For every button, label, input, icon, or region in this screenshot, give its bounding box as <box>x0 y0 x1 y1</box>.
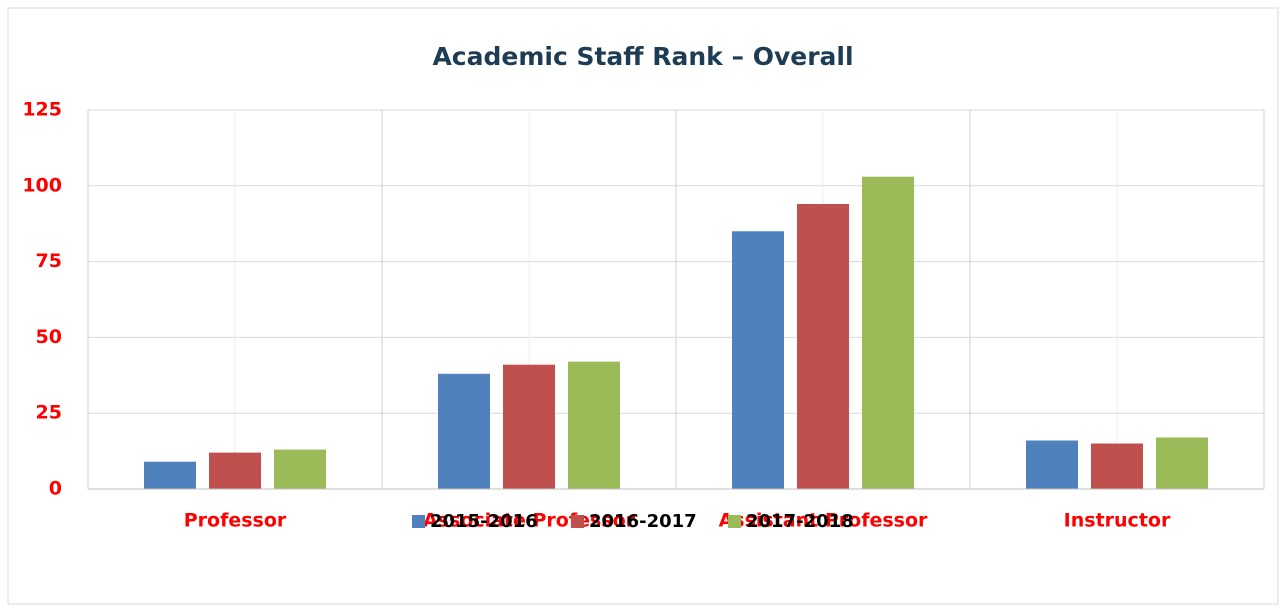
legend-swatch <box>571 515 584 528</box>
y-tick-label: 100 <box>22 174 62 196</box>
y-tick-label: 75 <box>36 250 62 272</box>
bar <box>568 361 620 489</box>
bar <box>438 373 490 489</box>
bar <box>1091 443 1143 489</box>
x-tick-label: Professor <box>184 510 287 532</box>
legend-label: 2015-2016 <box>430 511 538 532</box>
bar <box>732 231 784 489</box>
bar <box>503 364 555 489</box>
legend-swatch <box>728 515 741 528</box>
chart-border <box>7 7 1279 605</box>
legend-label: 2017-2018 <box>746 511 854 532</box>
y-tick-label: 0 <box>49 478 62 500</box>
bar <box>144 461 196 489</box>
bar <box>274 449 326 489</box>
y-tick-label: 25 <box>36 402 62 424</box>
bar <box>1026 440 1078 489</box>
bar <box>1156 437 1208 489</box>
y-tick-label: 125 <box>22 99 62 121</box>
x-tick-label: Assistant Professor <box>719 510 928 532</box>
bar <box>209 452 261 489</box>
legend-swatch <box>412 515 425 528</box>
x-tick-label: Instructor <box>1064 510 1171 532</box>
bar <box>797 203 849 489</box>
bar <box>862 176 914 490</box>
legend-label: 2016-2017 <box>589 511 697 532</box>
y-tick-label: 50 <box>36 326 62 348</box>
chart-title: Academic Staff Rank – Overall <box>432 42 853 71</box>
